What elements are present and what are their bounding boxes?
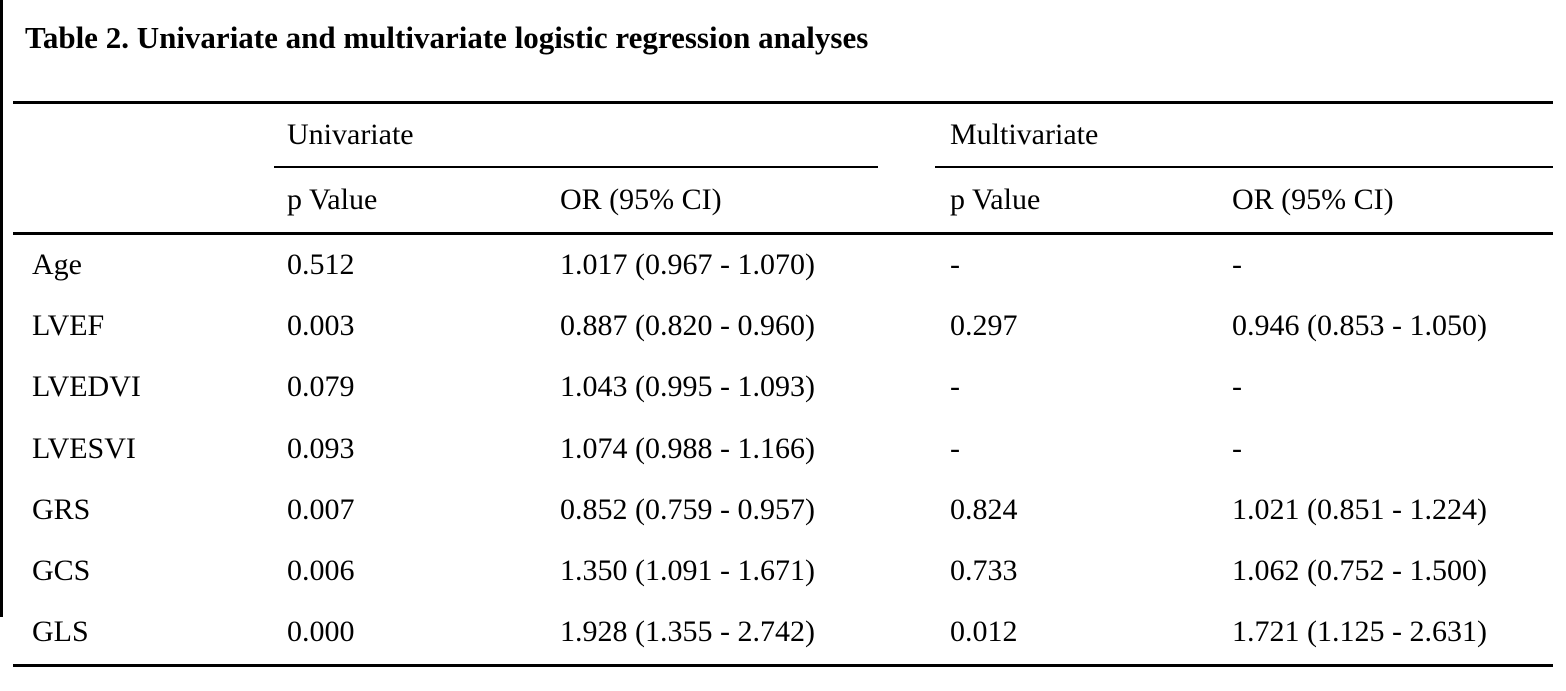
cell-uni-or: 1.350 (1.091 - 1.671) [560, 554, 815, 588]
cell-variable: GCS [32, 554, 91, 588]
cell-uni-p: 0.512 [287, 247, 355, 281]
cell-uni-or: 1.017 (0.967 - 1.070) [560, 247, 815, 281]
column-header-row: p Value OR (95% CI) p Value OR (95% CI) [13, 166, 1553, 234]
group-header-row: Univariate Multivariate [13, 104, 1553, 166]
column-header-uni-or-ci: OR (95% CI) [560, 183, 722, 216]
cell-variable: LVEDVI [32, 370, 141, 404]
cell-multi-or: - [1232, 247, 1242, 281]
cell-variable: GRS [32, 492, 91, 526]
table-title: Table 2. Univariate and multivariate log… [25, 20, 869, 55]
group-header-spacer [13, 104, 287, 166]
cell-multi-or: 1.021 (0.851 - 1.224) [1232, 492, 1487, 526]
cell-multi-p: - [950, 431, 960, 465]
cell-uni-p: 0.007 [287, 492, 355, 526]
cell-multi-p: 0.733 [950, 554, 1018, 588]
cell-multi-or: 1.721 (1.125 - 2.631) [1232, 615, 1487, 649]
page-left-border [0, 0, 3, 617]
table-row: LVEF 0.003 0.887 (0.820 - 0.960) 0.297 0… [13, 295, 1553, 356]
cell-uni-p: 0.003 [287, 308, 355, 342]
column-header-spacer [13, 166, 287, 234]
table-row: GCS 0.006 1.350 (1.091 - 1.671) 0.733 1.… [13, 540, 1553, 601]
cell-multi-p: 0.824 [950, 492, 1018, 526]
cell-uni-p: 0.079 [287, 370, 355, 404]
cell-multi-p: 0.012 [950, 615, 1018, 649]
table-row: GRS 0.007 0.852 (0.759 - 0.957) 0.824 1.… [13, 479, 1553, 540]
table-row: Age 0.512 1.017 (0.967 - 1.070) - - [13, 234, 1553, 295]
cell-multi-p: - [950, 370, 960, 404]
multivariate-group-rule [935, 166, 1553, 168]
cell-uni-p: 0.093 [287, 431, 355, 465]
table-row: GLS 0.000 1.928 (1.355 - 2.742) 0.012 1.… [13, 602, 1553, 663]
column-header-multi-p-value: p Value [950, 183, 1041, 216]
group-header-multivariate: Multivariate [950, 118, 1099, 151]
table-row: LVEDVI 0.079 1.043 (0.995 - 1.093) - - [13, 357, 1553, 418]
cell-variable: LVESVI [32, 431, 136, 465]
table-rule-top [13, 101, 1553, 104]
cell-multi-or: - [1232, 431, 1242, 465]
table-rule-bottom [13, 664, 1553, 667]
cell-uni-p: 0.000 [287, 615, 355, 649]
regression-table: Univariate Multivariate p Value OR (95% … [13, 104, 1553, 663]
univariate-group-rule [274, 166, 878, 168]
cell-uni-or: 0.887 (0.820 - 0.960) [560, 308, 815, 342]
cell-multi-p: - [950, 247, 960, 281]
cell-uni-p: 0.006 [287, 554, 355, 588]
column-header-multi-or-ci: OR (95% CI) [1232, 183, 1394, 216]
cell-variable: Age [32, 247, 82, 281]
cell-variable: GLS [32, 615, 89, 649]
table-row: LVESVI 0.093 1.074 (0.988 - 1.166) - - [13, 418, 1553, 479]
cell-multi-or: - [1232, 370, 1242, 404]
cell-multi-or: 1.062 (0.752 - 1.500) [1232, 554, 1487, 588]
column-header-uni-p-value: p Value [287, 183, 378, 216]
cell-multi-or: 0.946 (0.853 - 1.050) [1232, 308, 1487, 342]
cell-uni-or: 1.928 (1.355 - 2.742) [560, 615, 815, 649]
group-header-univariate: Univariate [287, 118, 414, 151]
cell-uni-or: 0.852 (0.759 - 0.957) [560, 492, 815, 526]
cell-variable: LVEF [32, 308, 105, 342]
cell-multi-p: 0.297 [950, 308, 1018, 342]
table-rule-below-headers [13, 232, 1553, 235]
cell-uni-or: 1.074 (0.988 - 1.166) [560, 431, 815, 465]
cell-uni-or: 1.043 (0.995 - 1.093) [560, 370, 815, 404]
